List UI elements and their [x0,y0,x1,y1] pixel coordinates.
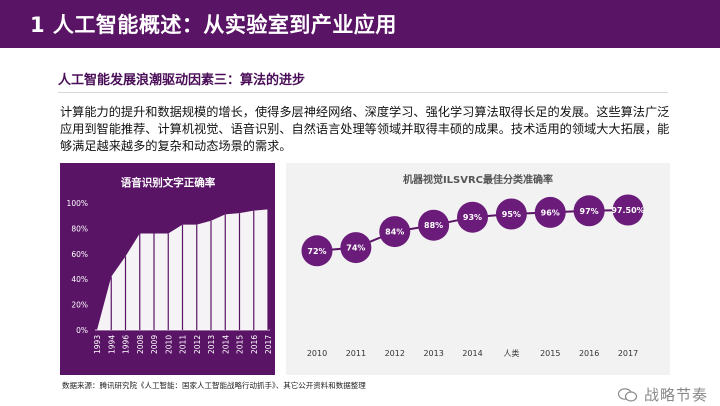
speech-y-tick-label: 40% [71,275,88,284]
vision-x-tick-label: 2015 [540,349,560,358]
body-paragraph: 计算能力的提升和数据规模的增长，使得多层神经网络、深度学习、强化学习算法取得长足… [60,105,670,153]
vision-data-label: 88% [424,221,443,230]
vision-x-tick-label: 2016 [579,349,599,358]
wechat-watermark: 战略节奏 [617,383,708,405]
vision-data-label: 97.50% [611,206,644,215]
vision-data-label: 93% [463,213,482,222]
speech-y-tick-label: 60% [71,250,88,259]
watermark-text: 战略节奏 [643,385,708,404]
speech-y-tick-label: 0% [76,326,88,335]
vision-chart-panel [286,163,670,375]
speech-accuracy-chart: 语音识别文字正确率 0% 20% 40% 60% 80% 100% 1993 1994 1996 2… [67,176,273,354]
vision-data-point [418,209,450,241]
speech-x-tick-label: 2015 [236,335,245,354]
vision-data-point [495,198,527,230]
speech-y-tick-label: 80% [71,224,88,233]
vision-chart-title: 机器视觉ILSVRC最佳分类准确率 [403,173,553,186]
header-bar [0,0,720,48]
vision-data-label: 97% [580,207,599,216]
speech-x-tick-label: 1994 [107,335,116,354]
vision-data-point [573,195,605,227]
speech-x-tick-label: 1996 [122,335,131,354]
vision-x-tick-label: 2010 [307,349,327,358]
speech-x-tick-label: 2017 [264,335,273,354]
speech-y-tick-label: 100% [67,199,88,208]
data-source-note: 数据来源：腾讯研究院《人工智能：国家人工智能战略行动抓手》、其它公开资料和数据整… [62,381,366,390]
vision-data-label: 95% [502,210,521,219]
vision-data-point [534,196,566,228]
speech-x-tick-label: 2013 [207,335,216,354]
vision-x-tick-label: 2011 [346,349,366,358]
slide-title: 1 人工智能概述：从实验室到产业应用 [30,13,397,37]
vision-data-label: 72% [307,247,326,256]
speech-y-tick-label: 20% [71,301,88,310]
speech-x-tick-label: 2012 [193,335,202,354]
section-subtitle: 人工智能发展浪潮驱动因素三：算法的进步 [58,73,306,88]
vision-data-label: 74% [346,244,365,253]
divider [58,92,668,93]
vision-x-tick-label: 2013 [423,349,443,358]
speech-x-tick-label: 1993 [93,335,102,354]
speech-x-tick-label: 2011 [179,335,188,354]
vision-data-point [340,232,372,264]
vision-x-tick-label: 人类 [503,348,519,358]
speech-x-tick-label: 2008 [136,335,145,354]
wechat-icon [617,387,638,402]
vision-accuracy-chart: 机器视觉ILSVRC最佳分类准确率 72% 74% 84% 88% 93% 95% 96% 97… [301,173,645,358]
vision-data-point [301,235,333,267]
vision-data-label: 84% [385,228,404,237]
vision-x-tick-label: 2017 [618,349,638,358]
speech-x-tick-label: 2009 [150,335,159,354]
vision-data-point [379,216,411,248]
vision-data-label: 96% [541,208,560,217]
vision-x-tick-label: 2014 [462,349,482,358]
speech-x-tick-label: 2016 [250,335,259,354]
vision-data-point [457,201,488,233]
vision-x-tick-label: 2012 [385,349,405,358]
speech-x-tick-label: 2014 [221,335,230,354]
speech-chart-title: 语音识别文字正确率 [121,176,216,189]
speech-x-tick-label: 2010 [164,335,173,354]
vision-data-point [612,194,644,226]
